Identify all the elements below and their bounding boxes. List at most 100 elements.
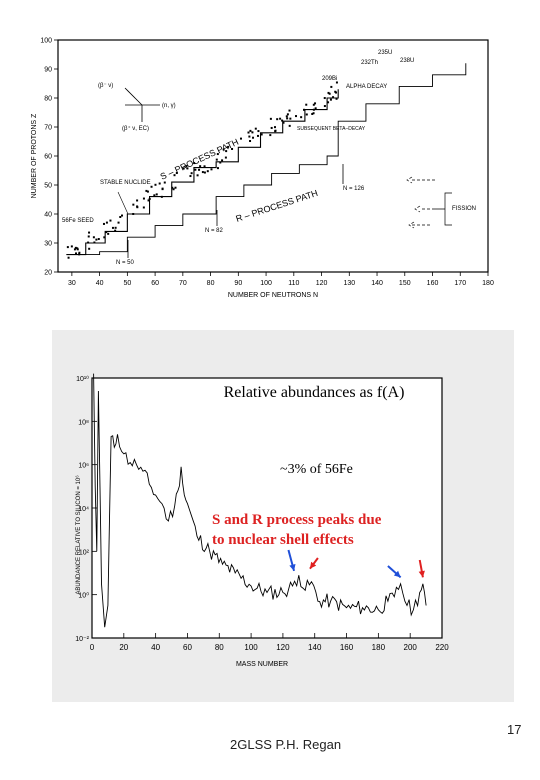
stable-nuclide-point xyxy=(305,103,308,106)
y-tick-label: 40 xyxy=(44,212,52,219)
fission-arrows xyxy=(406,176,435,229)
x-tick-label: 30 xyxy=(68,280,76,287)
stable-nuclide-point xyxy=(153,194,156,197)
x-tick-label: 140 xyxy=(308,643,322,652)
stable-nuclide-point xyxy=(215,158,218,161)
y-tick-label: 70 xyxy=(44,125,52,132)
stable-nuclide-point xyxy=(330,85,333,88)
stable-nuclide-point xyxy=(273,126,276,129)
x-tick-label: 130 xyxy=(343,280,355,287)
stable-nuclide-point xyxy=(203,171,206,174)
stable-nuclide-point xyxy=(285,115,288,118)
stable-nuclide-point xyxy=(142,197,145,200)
stable-nuclide-point xyxy=(224,156,227,159)
x-tick-label: 80 xyxy=(215,643,224,652)
abundance-curve xyxy=(93,373,427,628)
s-peak-arrow-130-head xyxy=(289,563,296,571)
stable-nuclide-point xyxy=(254,127,257,130)
y-tick-label: 80 xyxy=(44,96,52,103)
stable-nuclide-point xyxy=(194,168,197,171)
stable-nuclide-point xyxy=(146,190,149,193)
stable-nuclide-point xyxy=(282,121,285,124)
y-tick-label: 20 xyxy=(44,270,52,277)
stable-nuclide-point xyxy=(136,199,139,202)
page-number: 17 xyxy=(507,722,522,737)
y-tick-label: 100 xyxy=(40,38,52,45)
stable-nuclide-point xyxy=(249,129,252,132)
x-tick-label: 110 xyxy=(288,280,299,287)
stable-nuclide-pointer xyxy=(117,191,129,215)
x-tick-label: 100 xyxy=(244,643,258,652)
stable-nuclide-point xyxy=(288,124,291,127)
stable-nuclide-point xyxy=(312,103,315,106)
s-process-label: S – PROCESS PATH xyxy=(159,137,240,182)
stable-nuclide-point xyxy=(274,129,277,132)
u238-label: 238U xyxy=(400,58,414,64)
fission-bracket xyxy=(435,192,452,226)
stable-nuclide-point xyxy=(175,172,178,175)
stable-nuclide-point xyxy=(327,91,330,94)
bi209-label: 209Bi xyxy=(322,76,337,82)
x-tick-label: 50 xyxy=(123,280,131,287)
u235-label: 235U xyxy=(378,50,392,56)
stable-nuclide-point xyxy=(222,148,225,151)
stable-nuclide-point xyxy=(117,221,120,224)
stable-nuclide-point xyxy=(136,206,139,209)
stable-nuclide-text: STABLE NUCLIDE xyxy=(100,180,151,186)
stable-nuclide-point xyxy=(260,133,263,136)
x-tick-label: 80 xyxy=(207,280,215,287)
x-tick-label: 180 xyxy=(482,280,494,287)
th232-label: 232Th xyxy=(361,60,378,66)
s-process-path xyxy=(66,89,339,256)
y-tick-label: 50 xyxy=(44,183,52,190)
stable-nuclide-point xyxy=(189,175,192,178)
stable-nuclide-point xyxy=(145,189,148,192)
stable-nuclide-point xyxy=(327,101,330,104)
stable-nuclide-point xyxy=(221,159,224,162)
shell-effect-line2: to nuclear shell effects xyxy=(212,532,354,548)
abundance-chart: 0 20 40 60 80 100 120 140 160 180 200 220 10⁻² 10⁰ 10… xyxy=(52,330,514,702)
x-axis-label: NUMBER OF NEUTRONS N xyxy=(228,292,318,299)
x-tick-label: 100 xyxy=(260,280,272,287)
stable-nuclide-point xyxy=(97,238,100,241)
stable-nuclide-point xyxy=(199,165,202,168)
stable-nuclide-point xyxy=(121,214,124,217)
stable-nuclide-point xyxy=(276,118,279,121)
s-peak-arrow-195-head xyxy=(393,570,401,578)
y-tick-label: 10⁰ xyxy=(78,592,89,600)
stable-nuclide-point xyxy=(289,117,292,120)
x-tick-label: 70 xyxy=(179,280,187,287)
x-tick-label: 180 xyxy=(372,643,386,652)
legend-beta-minus: (β⁻ ν) xyxy=(98,83,113,89)
stable-nuclide-point xyxy=(119,215,122,218)
stable-nuclide-point xyxy=(312,112,315,115)
x-tick-label: 220 xyxy=(435,643,449,652)
stable-nuclide-point xyxy=(269,117,272,120)
r-process-label: R – PROCESS PATH xyxy=(235,188,320,224)
fe-seed-label: 56Fe SEED xyxy=(62,218,94,224)
stable-nuclide-point xyxy=(102,222,105,225)
stable-nuclide-point xyxy=(332,96,335,99)
alpha-decay-label: ALPHA DECAY xyxy=(346,84,387,90)
stable-nuclide-point xyxy=(114,226,117,229)
x-tick-label: 170 xyxy=(454,280,466,287)
stable-nuclide-point xyxy=(186,167,189,170)
stable-nuclide-point xyxy=(286,117,289,120)
magic-n126-label: N = 126 xyxy=(343,186,365,192)
legend-beta-plus: (β⁺ ν, EC) xyxy=(122,125,149,132)
stable-nuclide-point xyxy=(88,247,91,250)
footer-author: 2GLSS P.H. Regan xyxy=(230,737,342,752)
plot-frame xyxy=(57,39,489,273)
y-tick-label: 10⁴ xyxy=(78,506,89,513)
x-tick-label: 120 xyxy=(276,643,290,652)
shell-effect-note: S and R process peaks due to nuclear she… xyxy=(212,512,385,548)
stable-nuclide-point xyxy=(154,183,157,186)
stable-nuclide-point xyxy=(196,174,199,177)
x-tick-label: 160 xyxy=(427,280,439,287)
stable-nuclide-point xyxy=(270,126,273,129)
stable-nuclide-point xyxy=(225,150,228,153)
r-process-path xyxy=(71,63,467,256)
stable-nuclide-point xyxy=(172,188,175,191)
stable-nuclide-point xyxy=(66,246,69,249)
stable-nuclide-point xyxy=(216,167,219,170)
